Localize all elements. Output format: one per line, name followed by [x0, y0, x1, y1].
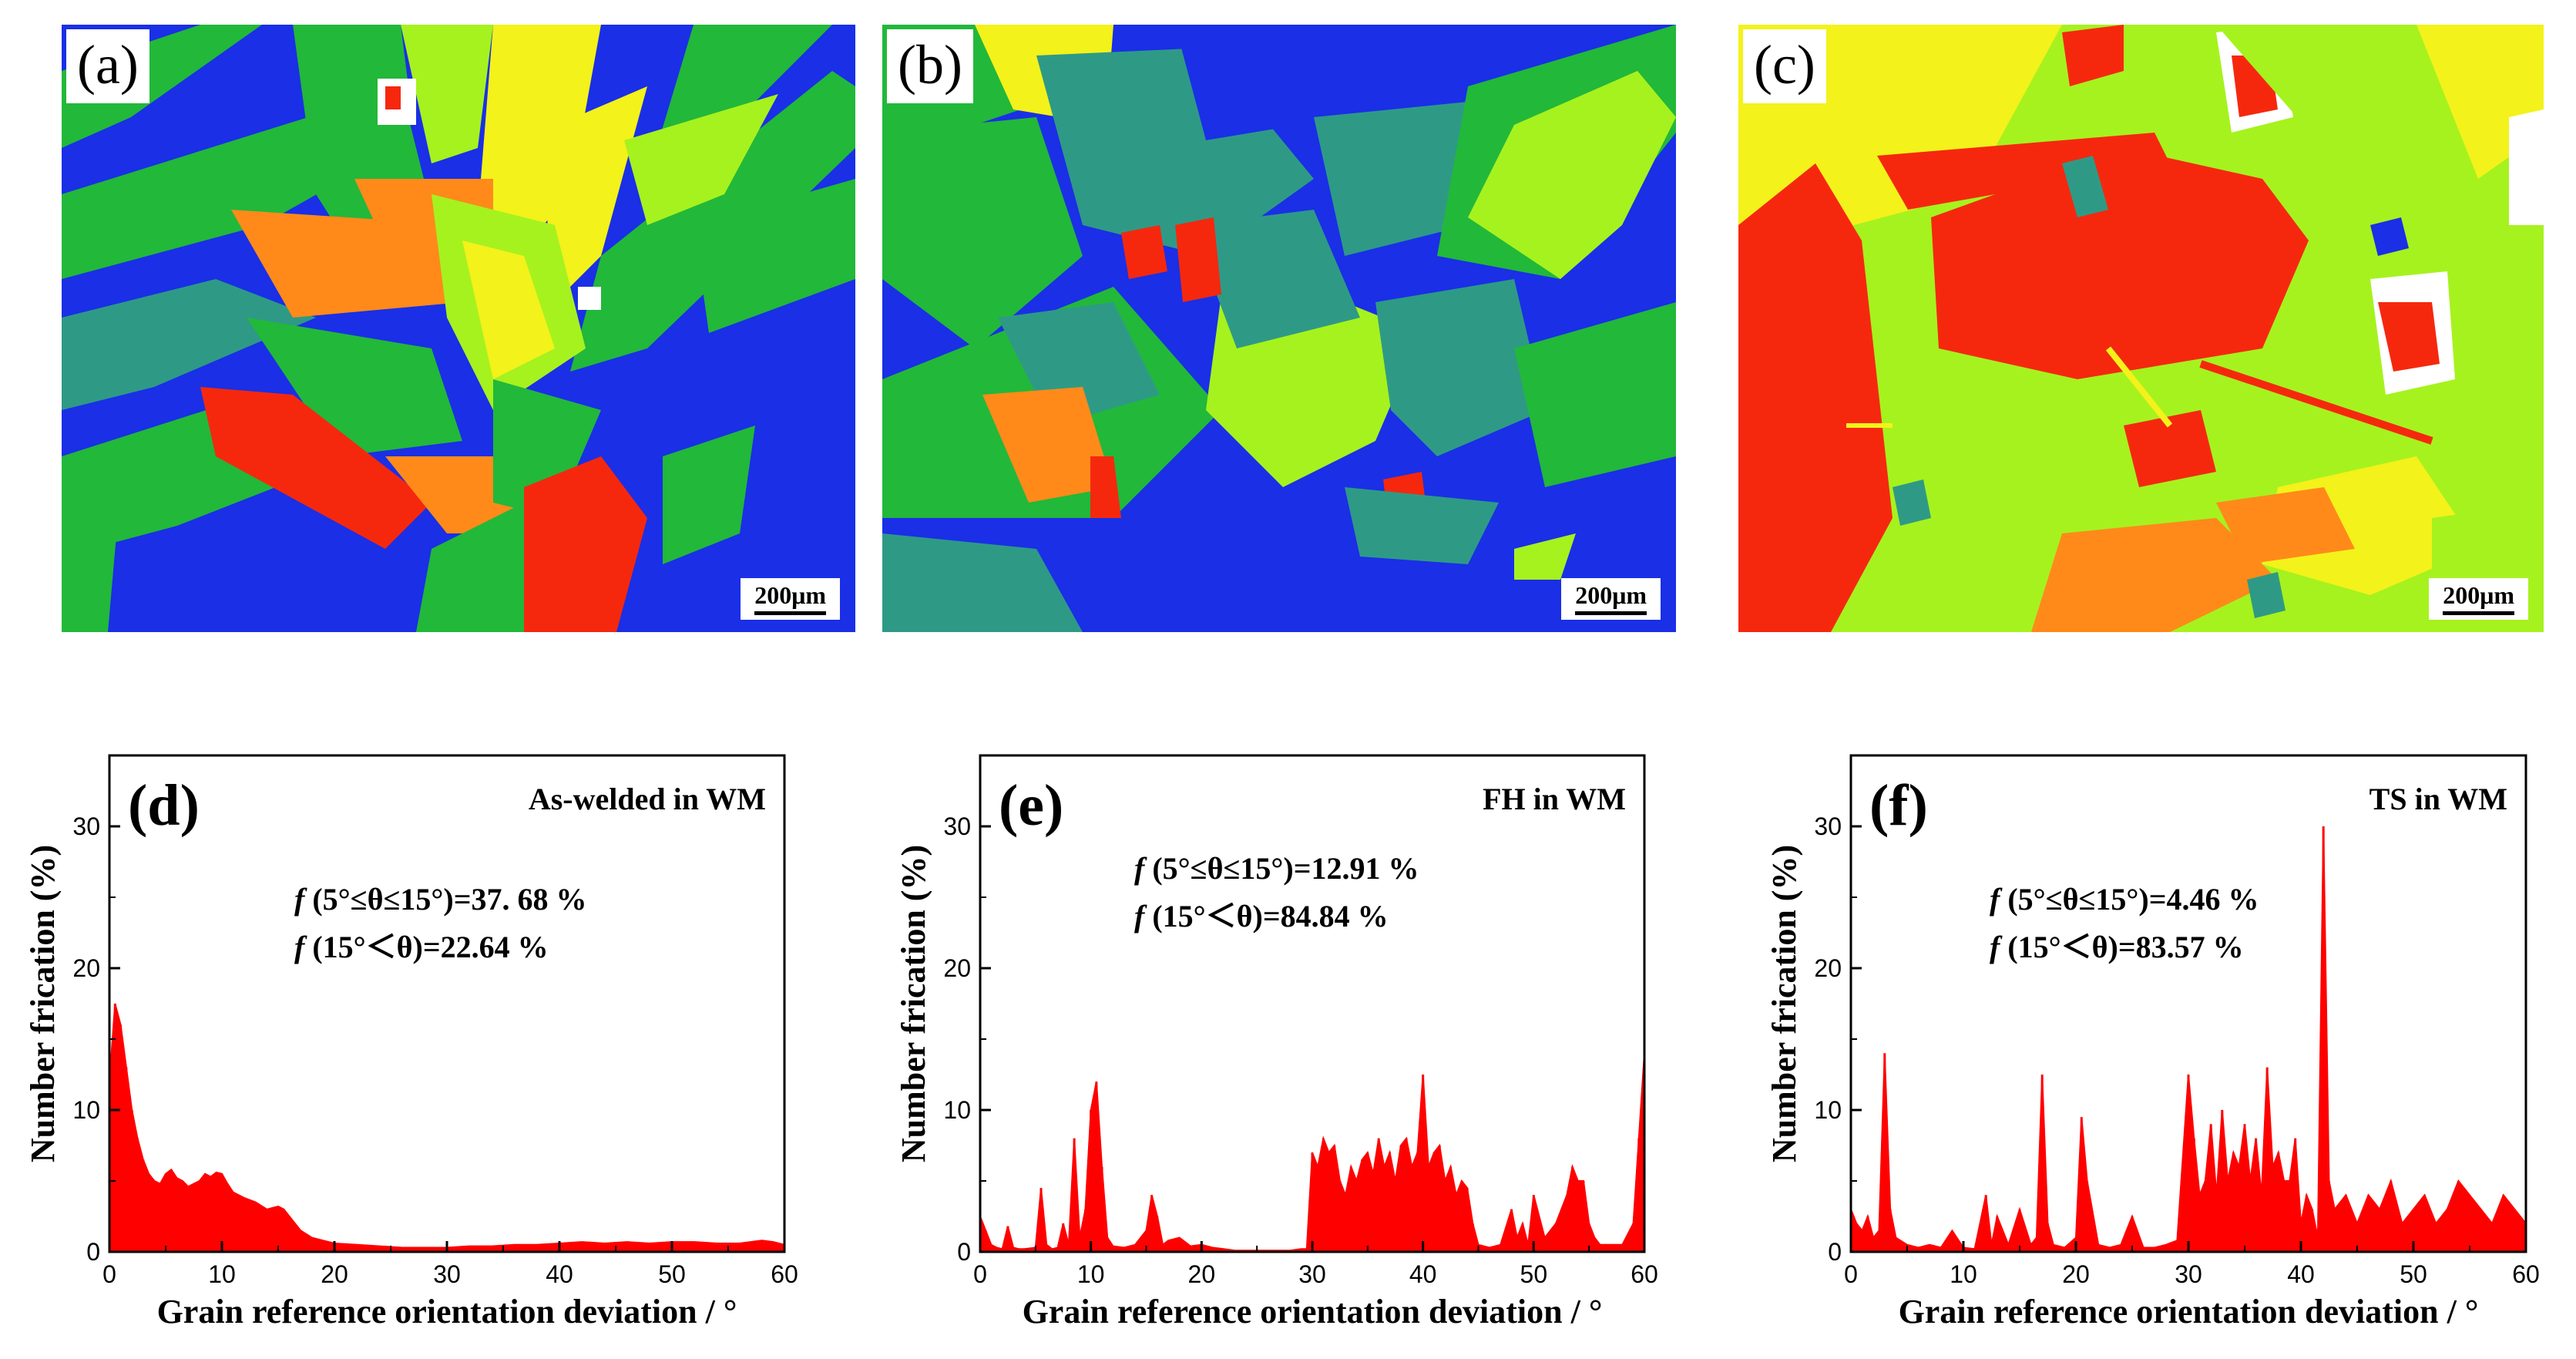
- annotation-f: f: [1990, 882, 2003, 917]
- map-b-graphic: [882, 25, 1676, 632]
- y-tick-label: 0: [1828, 1238, 1842, 1266]
- y-tick-label: 0: [957, 1238, 971, 1266]
- x-tick-label: 30: [2175, 1260, 2202, 1288]
- y-axis-title: Number frication (%): [1765, 845, 1803, 1162]
- y-tick-label: 10: [1814, 1096, 1842, 1124]
- x-tick-label: 60: [771, 1260, 798, 1288]
- scale-bar-a-text: 200μm: [754, 581, 826, 609]
- annotation-text: (15°＜θ)=84.84 %: [1144, 899, 1388, 933]
- chart-f: 0 10 20 30 40 50 60 0 10 20 30 Grain reference orie…: [1741, 740, 2576, 1357]
- panel-label-b: (b): [887, 29, 973, 103]
- chart-e: 0 10 20 30 40 50 60 0 10 20 30 Grain reference orie…: [871, 740, 1718, 1357]
- chart-panel-label: (d): [128, 773, 200, 838]
- x-tick-label: 30: [433, 1260, 461, 1288]
- annotation-f: f: [1990, 930, 2003, 964]
- chart-annotation: f (5°≤θ≤15°)=37. 68 %: [294, 882, 587, 917]
- chart-d: 0 10 20 30 40 50 60 0 10 20 30 Grain reference orie…: [0, 740, 848, 1357]
- y-tick-label: 30: [1814, 812, 1842, 840]
- scale-bar-a-line: [754, 611, 826, 615]
- y-axis-title: Number frication (%): [24, 845, 62, 1162]
- y-tick-label: 0: [86, 1238, 100, 1266]
- ebsd-map-a: (a) 200μm: [62, 25, 855, 632]
- x-tick-label: 40: [2287, 1260, 2315, 1288]
- scale-bar-c-line: [2443, 611, 2514, 615]
- x-tick-label: 10: [1950, 1260, 1977, 1288]
- ebsd-map-c: (c) 200μm: [1738, 25, 2544, 632]
- x-axis-title: Grain reference orientation deviation / …: [1023, 1293, 1603, 1330]
- annotation-f: f: [294, 882, 307, 917]
- chart-title: FH in WM: [1483, 782, 1626, 816]
- chart-panel-label: (f): [1869, 773, 1928, 838]
- annotation-text: (5°≤θ≤15°)=37. 68 %: [304, 882, 586, 917]
- annotation-text: (5°≤θ≤15°)=4.46 %: [2000, 882, 2259, 917]
- x-axis-title: Grain reference orientation deviation / …: [157, 1293, 737, 1330]
- x-axis-title: Grain reference orientation deviation / …: [1899, 1293, 2479, 1330]
- x-tick-label: 50: [658, 1260, 686, 1288]
- x-tick-label: 10: [1077, 1260, 1105, 1288]
- chart-d-svg: 0 10 20 30 40 50 60 0 10 20 30 Grain reference orie…: [24, 754, 798, 1330]
- x-tick-label: 20: [1188, 1260, 1216, 1288]
- y-tick-label: 20: [72, 954, 100, 982]
- x-tick-label: 20: [321, 1260, 348, 1288]
- y-tick-label: 10: [943, 1096, 971, 1124]
- panel-label-a: (a): [66, 29, 149, 103]
- annotation-text: (5°≤θ≤15°)=12.91 %: [1144, 851, 1419, 886]
- y-tick-label: 30: [943, 812, 971, 840]
- x-tick-label: 30: [1298, 1260, 1326, 1288]
- chart-title: As-welded in WM: [529, 782, 766, 816]
- x-tick-label: 0: [1844, 1260, 1858, 1288]
- scale-bar-c: 200μm: [2429, 578, 2528, 620]
- panel-label-c: (c): [1743, 29, 1826, 103]
- chart-annotation: f (15°＜θ)=83.57 %: [1990, 930, 2244, 964]
- y-tick-label: 20: [1814, 954, 1842, 982]
- scale-bar-b-text: 200μm: [1575, 581, 1647, 609]
- x-tick-label: 20: [2062, 1260, 2090, 1288]
- chart-annotation: f (15°＜θ)=22.64 %: [294, 930, 549, 964]
- x-tick-label: 40: [1409, 1260, 1437, 1288]
- x-tick-label: 60: [1631, 1260, 1658, 1288]
- y-tick-label: 30: [72, 812, 100, 840]
- x-tick-label: 0: [102, 1260, 116, 1288]
- scale-bar-b-line: [1575, 611, 1647, 615]
- annotation-text: (15°＜θ)=22.64 %: [304, 930, 548, 964]
- chart-annotation: f (5°≤θ≤15°)=12.91 %: [1134, 851, 1419, 886]
- scale-bar-a: 200μm: [741, 578, 840, 620]
- chart-panel-label: (e): [999, 773, 1063, 838]
- x-tick-label: 50: [2400, 1260, 2427, 1288]
- x-tick-label: 0: [973, 1260, 987, 1288]
- x-tick-label: 10: [208, 1260, 236, 1288]
- chart-title: TS in WM: [2369, 782, 2507, 816]
- map-a-graphic: [62, 25, 855, 632]
- x-tick-label: 50: [1520, 1260, 1548, 1288]
- y-tick-label: 10: [72, 1096, 100, 1124]
- annotation-f: f: [1134, 851, 1147, 886]
- y-axis-title: Number frication (%): [895, 845, 932, 1162]
- x-tick-label: 60: [2512, 1260, 2540, 1288]
- scale-bar-b: 200μm: [1561, 578, 1661, 620]
- ebsd-map-b: (b) 200μm: [882, 25, 1676, 632]
- scale-bar-c-text: 200μm: [2443, 581, 2514, 609]
- chart-e-svg: 0 10 20 30 40 50 60 0 10 20 30 Grain reference orie…: [895, 754, 1658, 1330]
- annotation-f: f: [294, 930, 307, 964]
- annotation-text: (15°＜θ)=83.57 %: [2000, 930, 2243, 964]
- data-area: [979, 1053, 1645, 1253]
- map-c-graphic: [1738, 25, 2544, 632]
- annotation-f: f: [1134, 899, 1147, 933]
- x-tick-label: 40: [546, 1260, 573, 1288]
- chart-f-svg: 0 10 20 30 40 50 60 0 10 20 30 Grain reference orie…: [1765, 754, 2540, 1330]
- chart-annotation: f (5°≤θ≤15°)=4.46 %: [1990, 882, 2259, 917]
- chart-annotation: f (15°＜θ)=84.84 %: [1134, 899, 1389, 933]
- y-tick-label: 20: [943, 954, 971, 982]
